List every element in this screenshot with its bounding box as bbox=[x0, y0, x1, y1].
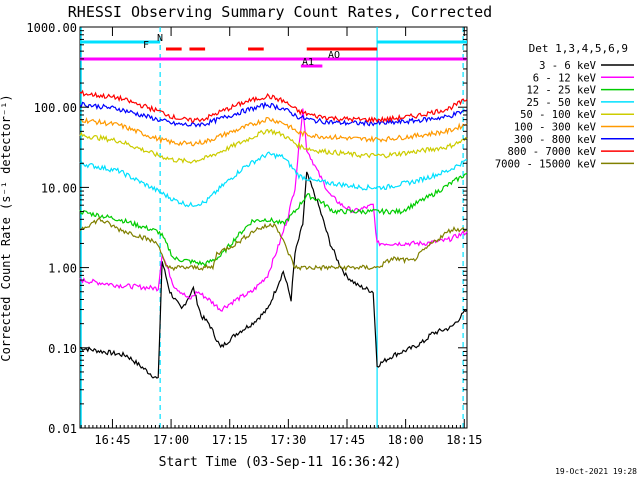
series-line bbox=[79, 216, 468, 272]
y-tick-label: 1000.00 bbox=[26, 21, 77, 35]
x-axis: 16:45 17:00 17:15 17:30 17:45 18:00 18:15 bbox=[80, 27, 482, 447]
legend-label: 3 - 6 keV bbox=[539, 60, 597, 72]
chart-title: RHESSI Observing Summary Count Rates, Co… bbox=[68, 3, 492, 21]
flag-label: N bbox=[157, 33, 163, 44]
x-tick-label: 16:45 bbox=[94, 433, 130, 447]
series-line bbox=[79, 128, 468, 164]
series-line bbox=[79, 108, 468, 312]
y-tick-label: 10.00 bbox=[41, 181, 77, 195]
y-axis-label: Corrected Count Rate (s⁻¹ detector⁻¹) bbox=[0, 94, 13, 361]
legend-label: 25 - 50 keV bbox=[526, 97, 596, 109]
y-tick-label: 0.10 bbox=[48, 342, 77, 356]
legend-label: 50 - 100 keV bbox=[520, 109, 597, 121]
x-tick-label: 18:00 bbox=[388, 433, 424, 447]
series-line bbox=[79, 172, 468, 268]
flag-label: A1 bbox=[302, 57, 314, 68]
x-tick-label: 17:00 bbox=[153, 433, 189, 447]
observing-flags: NF AO A1 bbox=[80, 33, 467, 68]
y-tick-label: 1.00 bbox=[48, 262, 77, 276]
plot-frame bbox=[79, 26, 468, 429]
series-line bbox=[79, 151, 468, 208]
legend-label: 300 - 800 keV bbox=[514, 134, 597, 146]
series-line bbox=[79, 89, 468, 124]
y-tick-label: 0.01 bbox=[48, 422, 77, 436]
y-axis: 1000.00 100.00 10.00 1.00 0.10 0.01 bbox=[26, 21, 467, 436]
legend-label: 12 - 25 keV bbox=[526, 85, 596, 97]
x-tick-label: 17:30 bbox=[270, 433, 306, 447]
x-tick-label: 17:45 bbox=[329, 433, 365, 447]
x-tick-label: 18:15 bbox=[446, 433, 482, 447]
series-line bbox=[79, 101, 468, 128]
series-group bbox=[79, 89, 468, 379]
flag-label: AO bbox=[328, 50, 340, 61]
y-tick-label: 100.00 bbox=[34, 101, 77, 115]
series-line bbox=[79, 116, 468, 147]
flag-label: F bbox=[143, 40, 149, 51]
series-line bbox=[79, 171, 468, 379]
legend-label: 7000 - 15000 keV bbox=[495, 158, 597, 170]
legend-label: 6 - 12 keV bbox=[533, 72, 597, 84]
x-axis-label: Start Time (03-Sep-11 16:36:42) bbox=[159, 455, 402, 470]
legend-title: Det 1,3,4,5,6,9 bbox=[529, 42, 628, 55]
x-tick-label: 17:15 bbox=[212, 433, 248, 447]
legend-label: 800 - 7000 keV bbox=[507, 146, 596, 158]
legend-label: 100 - 300 keV bbox=[514, 122, 597, 134]
date-stamp: 19-Oct-2021 19:28 bbox=[555, 467, 637, 476]
